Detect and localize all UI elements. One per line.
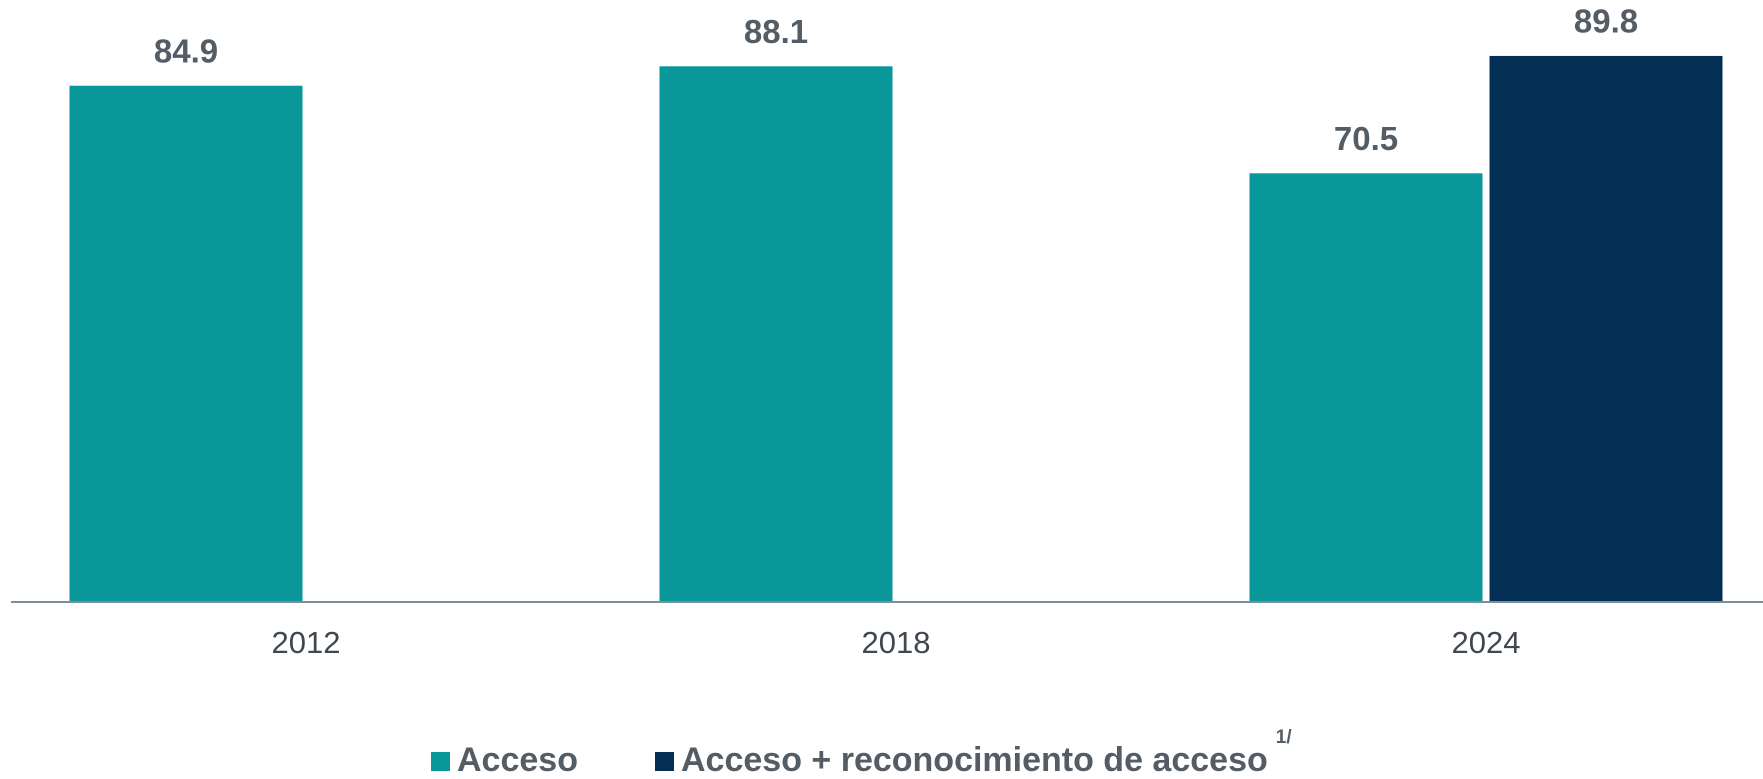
value-label: 70.5 [1334,120,1398,157]
x-tick-label: 2024 [1452,625,1521,660]
legend-label: Acceso + reconocimiento de acceso [681,741,1268,779]
value-label: 88.1 [744,13,808,50]
x-tick-label: 2012 [272,625,341,660]
bar [69,85,303,603]
bar [1489,55,1723,603]
legend-swatch [431,752,450,771]
bar [1249,173,1483,602]
legend-swatch [655,752,674,771]
value-label: 89.8 [1574,3,1638,40]
x-tick-label: 2018 [862,625,931,660]
bar [659,66,893,602]
legend-note: 1/ [1276,727,1293,748]
legend-label: Acceso [457,741,578,779]
value-label: 84.9 [154,32,218,69]
